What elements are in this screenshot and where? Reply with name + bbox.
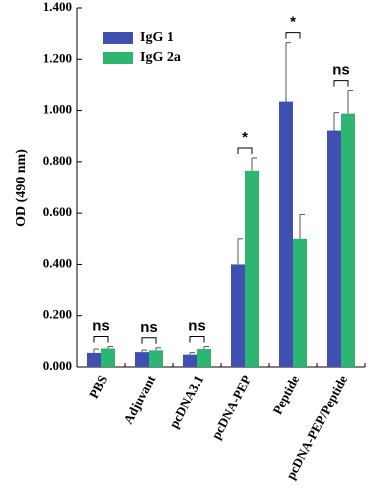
bar — [197, 349, 211, 367]
y-tick-label: 1.200 — [43, 50, 72, 65]
y-tick-label: 0.400 — [43, 255, 72, 270]
legend-swatch — [103, 32, 133, 44]
significance-bracket — [93, 335, 109, 343]
x-tick-label: pcDNA3.1 — [166, 373, 206, 431]
significance-label: ns — [332, 62, 350, 79]
significance-label: ns — [188, 317, 206, 334]
y-tick-label: 1.000 — [43, 102, 72, 117]
significance-label: ns — [140, 319, 158, 336]
legend-label: IgG 2a — [140, 50, 181, 65]
bar — [101, 348, 115, 367]
significance-label: ns — [92, 317, 110, 334]
x-tick-label: pcDNA-PEP — [208, 373, 254, 442]
bar — [149, 350, 163, 367]
y-axis-label: OD (490 nm) — [14, 149, 29, 227]
significance-bracket — [237, 147, 253, 155]
significance-label: * — [290, 14, 296, 31]
x-tick-label: Peptide — [269, 373, 302, 417]
bar — [279, 101, 293, 367]
bar — [293, 238, 307, 367]
bar — [327, 130, 341, 367]
y-tick-label: 0.000 — [43, 358, 72, 373]
x-tick-label: Adjuvant — [120, 372, 158, 426]
y-tick-label: 1.400 — [43, 0, 72, 14]
legend-label: IgG 1 — [140, 30, 174, 45]
bar — [231, 264, 245, 367]
x-tick-label: PBS — [86, 373, 110, 401]
significance-bracket — [333, 80, 349, 87]
bar — [135, 352, 149, 367]
significance-bracket — [285, 32, 301, 39]
y-tick-label: 0.600 — [43, 204, 72, 219]
bar — [183, 354, 197, 367]
significance-bracket — [189, 335, 205, 343]
significance-bracket — [141, 337, 157, 344]
significance-label: * — [242, 129, 248, 146]
y-tick-label: 0.200 — [43, 307, 72, 322]
bar — [341, 113, 355, 367]
legend-swatch — [103, 52, 133, 64]
y-tick-label: 0.800 — [43, 153, 72, 168]
bar — [87, 352, 101, 367]
bar — [245, 170, 259, 367]
